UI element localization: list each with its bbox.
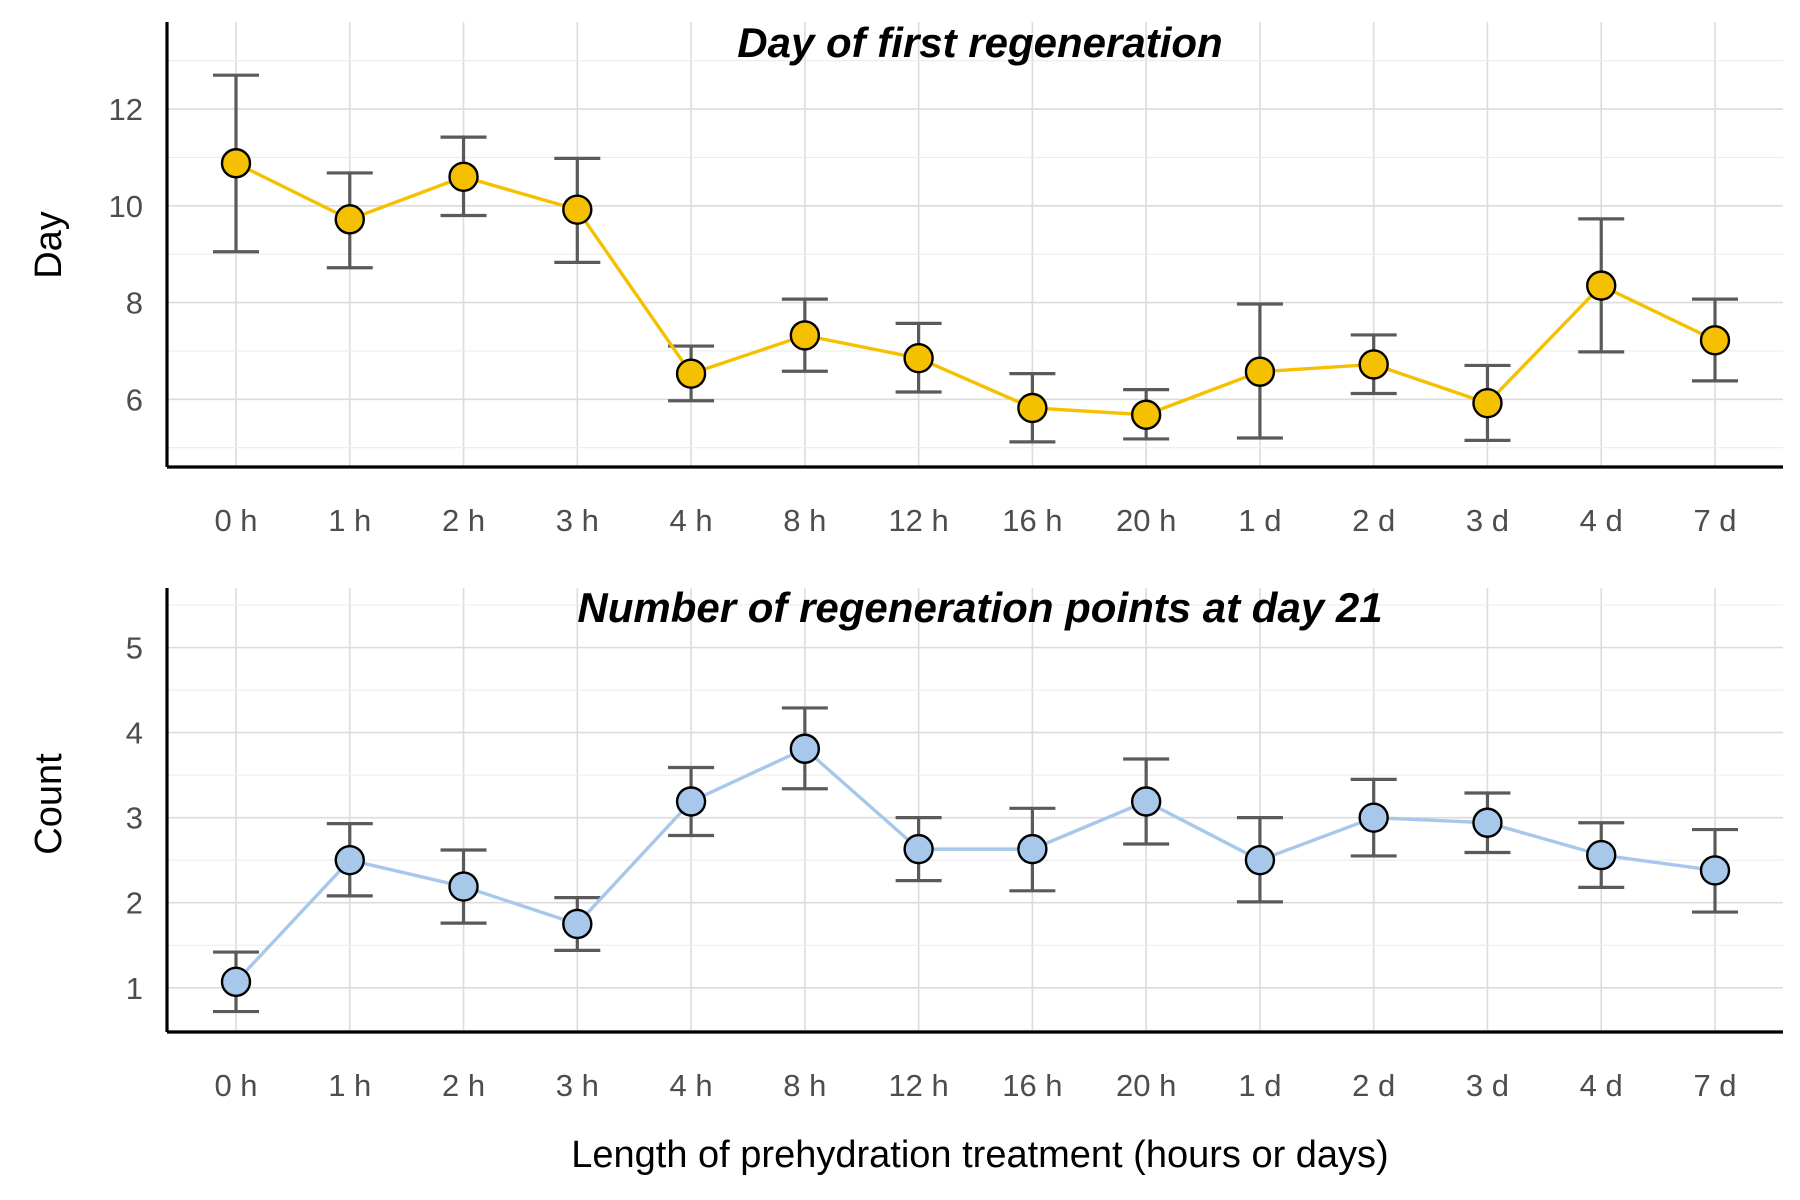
data-point — [903, 342, 934, 374]
data-point — [1358, 349, 1389, 380]
x-tick-label: 2 d — [1352, 503, 1395, 538]
x-tick-label: 3 d — [1466, 1068, 1509, 1103]
x-tick-label: 4 h — [670, 1068, 713, 1103]
y-tick-label: 10 — [109, 189, 143, 224]
data-point — [789, 320, 821, 351]
plot-area: 6 8 10 12 0 h 1 h 2 h 3 h 4 h 8 h 12 h 16 h 20 h 1 d 2… — [109, 22, 1783, 538]
data-point — [1130, 399, 1162, 430]
x-tick-label: 1 d — [1238, 503, 1281, 538]
data-point — [448, 161, 479, 192]
x-tick-label: 4 h — [670, 503, 713, 538]
x-tick-label: 20 h — [1116, 1068, 1176, 1103]
data-point — [562, 194, 593, 225]
x-tick-label: 2 d — [1352, 1068, 1395, 1103]
data-point — [903, 833, 934, 865]
data-point — [675, 786, 707, 817]
x-tick-label: 12 h — [888, 1068, 948, 1103]
x-tick-label: 4 d — [1580, 1068, 1623, 1103]
data-point — [562, 908, 593, 940]
x-tick-label: 1 h — [328, 1068, 371, 1103]
data-point — [1017, 833, 1048, 865]
y-tick-label: 3 — [126, 801, 143, 836]
y-tick-label: 5 — [126, 631, 143, 666]
data-point — [1472, 387, 1503, 419]
x-tick-label: 4 d — [1580, 503, 1623, 538]
data-point — [220, 966, 252, 998]
data-point — [1699, 325, 1731, 356]
panel-day-first-regeneration: 6 8 10 12 0 h 1 h 2 h 3 h 4 h 8 h 12 h 16 h 20 h 1 d 2… — [28, 19, 1783, 538]
data-point — [1586, 839, 1617, 871]
y-axis-title-day: Day — [28, 211, 70, 279]
x-tick-label: 3 d — [1466, 503, 1509, 538]
data-point — [448, 871, 479, 902]
x-axis-title: Length of prehydration treatment (hours … — [571, 1134, 1388, 1176]
x-tick-label: 16 h — [1002, 503, 1062, 538]
y-tick-label: 4 — [126, 716, 143, 751]
x-tick-label: 2 h — [442, 503, 485, 538]
data-point — [1244, 356, 1276, 387]
y-tick-label: 8 — [126, 286, 143, 321]
plot-area: 1 2 3 4 5 0 h 1 h 2 h 3 h 4 h 8 h 12 h 16 h 20 h 1 d 2 … — [126, 588, 1783, 1103]
x-tick-label: 0 h — [214, 1068, 257, 1103]
y-tick-label: 2 — [126, 886, 143, 921]
x-tick-label: 1 d — [1238, 1068, 1281, 1103]
data-point — [334, 204, 365, 235]
x-tick-label: 20 h — [1116, 503, 1176, 538]
x-tick-label: 2 h — [442, 1068, 485, 1103]
data-point — [789, 733, 821, 764]
y-axis-title-count: Count — [28, 753, 70, 855]
data-point — [1244, 844, 1276, 876]
x-tick-label: 0 h — [214, 503, 257, 538]
data-point — [1358, 802, 1389, 833]
data-point — [1586, 270, 1617, 301]
series-line — [234, 747, 1716, 983]
x-tick-label: 1 h — [328, 503, 371, 538]
x-tick-label: 8 h — [783, 1068, 826, 1103]
data-point — [334, 844, 365, 876]
panel-title-day: Day of first regeneration — [737, 19, 1222, 66]
x-tick-label: 3 h — [556, 1068, 599, 1103]
panel-regeneration-points: 1 2 3 4 5 0 h 1 h 2 h 3 h 4 h 8 h 12 h 16 h 20 h 1 d 2 … — [28, 584, 1783, 1176]
x-tick-label: 7 d — [1693, 1068, 1736, 1103]
x-tick-label: 12 h — [888, 503, 948, 538]
x-tick-label: 3 h — [556, 503, 599, 538]
series-line — [235, 161, 1716, 417]
x-tick-label: 7 d — [1693, 503, 1736, 538]
data-point — [675, 358, 707, 389]
panel-title-count: Number of regeneration points at day 21 — [577, 584, 1382, 631]
x-tick-label: 8 h — [783, 503, 826, 538]
data-point — [1130, 786, 1162, 817]
data-point — [220, 148, 252, 179]
data-point — [1017, 392, 1048, 424]
y-tick-label: 12 — [109, 92, 143, 127]
data-point — [1472, 807, 1503, 838]
x-tick-label: 16 h — [1002, 1068, 1062, 1103]
y-tick-label: 1 — [126, 971, 143, 1006]
y-tick-label: 6 — [126, 382, 143, 417]
data-point — [1699, 855, 1731, 886]
